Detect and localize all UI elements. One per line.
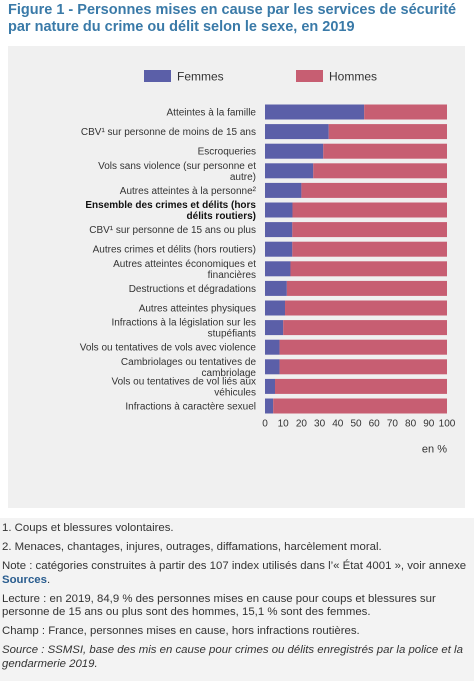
x-tick-label-60: 60 <box>369 419 381 430</box>
bar-femmes-8 <box>265 261 291 277</box>
category-label-line: Autres atteintes physiques <box>139 304 256 315</box>
category-label-line: stupéfiants <box>208 329 256 340</box>
x-tick-label-50: 50 <box>350 419 362 430</box>
legend-swatch-femmes <box>144 70 171 82</box>
bar-femmes-13 <box>265 359 280 375</box>
category-label-line: Ensemble des crimes et délits (hors <box>85 200 256 211</box>
footnote-2: 2. Menaces, chantages, injures, outrages… <box>2 541 382 554</box>
bar-hommes-5 <box>292 202 447 218</box>
bar-femmes-4 <box>265 182 302 198</box>
category-label-0: Atteintes à la famille <box>167 108 257 119</box>
category-label-line: Autres atteintes économiques et <box>113 259 256 270</box>
bar-femmes-2 <box>265 143 324 159</box>
category-label-line: Escroqueries <box>198 147 256 158</box>
bar-femmes-12 <box>265 339 280 355</box>
category-label-9: Destructions et dégradations <box>129 284 256 295</box>
bar-femmes-15 <box>265 398 274 414</box>
category-label-10: Autres atteintes physiques <box>139 304 256 315</box>
category-label-15: Infractions à caractère sexuel <box>125 402 256 413</box>
category-label-2: Escroqueries <box>198 147 256 158</box>
category-label-line: Infractions à caractère sexuel <box>125 402 256 413</box>
bar-femmes-10 <box>265 300 286 316</box>
category-label-line: Vols ou tentatives de vol liés aux <box>111 376 256 387</box>
category-label-4: Autres atteintes à la personne² <box>120 186 257 197</box>
category-label-8: Autres atteintes économiques et financièr… <box>113 259 256 281</box>
bar-hommes-4 <box>301 182 447 198</box>
category-label-line: autre) <box>230 172 256 183</box>
x-tick-label-90: 90 <box>423 419 435 430</box>
note-text: Note : catégories construites à partir d… <box>2 560 467 573</box>
bar-hommes-13 <box>279 359 447 375</box>
category-label-14: Vols ou tentatives de vol liés aux véhicu… <box>111 376 256 398</box>
category-label-line: Atteintes à la famille <box>167 108 257 119</box>
bar-hommes-0 <box>364 104 447 120</box>
footnote-1: 1. Coups et blessures volontaires. <box>2 522 174 534</box>
category-label-line: Infractions à la législation sur les <box>111 318 256 329</box>
bar-hommes-14 <box>275 378 447 394</box>
bar-hommes-12 <box>279 339 447 355</box>
x-tick-label-80: 80 <box>405 419 417 430</box>
category-label-line: Vols ou tentatives de vols avec violence <box>80 343 257 354</box>
bar-femmes-1 <box>265 124 329 140</box>
bar-femmes-0 <box>265 104 365 120</box>
bar-femmes-11 <box>265 320 284 336</box>
stacked-bar-chart: Femmes Hommes Atteintes à la famille CBV¹ s… <box>80 70 456 456</box>
bar-hommes-7 <box>292 241 447 257</box>
category-label-line: délits routiers) <box>187 211 256 222</box>
category-label-11: Infractions à la législation sur les stup… <box>111 318 256 340</box>
x-unit-label: en % <box>422 444 447 456</box>
x-tick-label-70: 70 <box>387 419 399 430</box>
category-label-line: véhicules <box>214 387 256 398</box>
legend-label-femmes: Femmes <box>177 70 224 84</box>
chart-area: Femmes Hommes Atteintes à la famille CBV¹ s… <box>8 46 465 508</box>
category-label-line: Autres atteintes à la personne² <box>120 186 257 197</box>
bar-femmes-9 <box>265 280 287 296</box>
category-label-line: cambriolage <box>202 368 257 379</box>
x-tick-label-10: 10 <box>278 419 290 430</box>
reading-note: Lecture : en 2019, 84,9 % des personnes … <box>2 592 436 619</box>
category-label-13: Cambriolages ou tentatives de cambriolage <box>121 357 257 379</box>
bar-hommes-6 <box>292 222 447 238</box>
figure-title: Figure 1 - Personnes mises en cause par … <box>8 2 457 35</box>
x-tick-label-30: 30 <box>314 419 326 430</box>
x-tick-label-100: 100 <box>439 419 456 430</box>
category-label-7: Autres crimes et délits (hors routiers) <box>93 245 256 256</box>
category-label-line: CBV¹ sur personne de moins de 15 ans <box>81 127 256 138</box>
notes-section: 1. Coups et blessures volontaires. 2. Me… <box>0 518 474 681</box>
category-label-line: Destructions et dégradations <box>129 284 256 295</box>
bar-hommes-8 <box>290 261 447 277</box>
bar-femmes-5 <box>265 202 293 218</box>
x-tick-label-40: 40 <box>332 419 344 430</box>
category-label-1: CBV¹ sur personne de moins de 15 ans <box>81 127 256 138</box>
legend-swatch-hommes <box>296 70 323 82</box>
bar-hommes-2 <box>323 143 447 159</box>
note-end: . <box>46 573 51 586</box>
category-label-line: Autres crimes et délits (hors routiers) <box>93 245 256 256</box>
category-label-12: Vols ou tentatives de vols avec violence <box>80 343 257 354</box>
scope-note: Champ : France, personnes mises en cause… <box>2 625 360 638</box>
x-tick-label-20: 20 <box>296 419 308 430</box>
category-label-6: CBV¹ sur personne de 15 ans ou plus <box>89 225 256 236</box>
x-tick-label-0: 0 <box>262 419 268 430</box>
bar-hommes-9 <box>286 280 447 296</box>
bar-femmes-7 <box>265 241 293 257</box>
category-label-line: CBV¹ sur personne de 15 ans ou plus <box>89 225 256 236</box>
category-label-line: financières <box>208 270 256 281</box>
bar-hommes-15 <box>273 398 447 414</box>
bar-femmes-14 <box>265 378 276 394</box>
bar-femmes-3 <box>265 163 314 179</box>
category-label-line: Vols sans violence (sur personne et <box>98 161 256 172</box>
source-note: Source : SSMSI, base des mis en cause po… <box>2 644 463 670</box>
sources-link[interactable]: Sources <box>2 573 47 586</box>
bar-hommes-1 <box>328 124 447 140</box>
bar-hommes-10 <box>285 300 447 316</box>
category-label-3: Vols sans violence (sur personne et autre… <box>98 161 256 183</box>
note-line: Note : catégories construites à partir d… <box>2 560 472 586</box>
bar-femmes-6 <box>265 222 293 238</box>
category-label-line: Cambriolages ou tentatives de <box>121 357 257 368</box>
category-label-5: Ensemble des crimes et délits (hors délit… <box>85 200 256 222</box>
bar-hommes-11 <box>283 320 447 336</box>
bar-hommes-3 <box>313 163 447 179</box>
legend-label-hommes: Hommes <box>329 70 377 84</box>
